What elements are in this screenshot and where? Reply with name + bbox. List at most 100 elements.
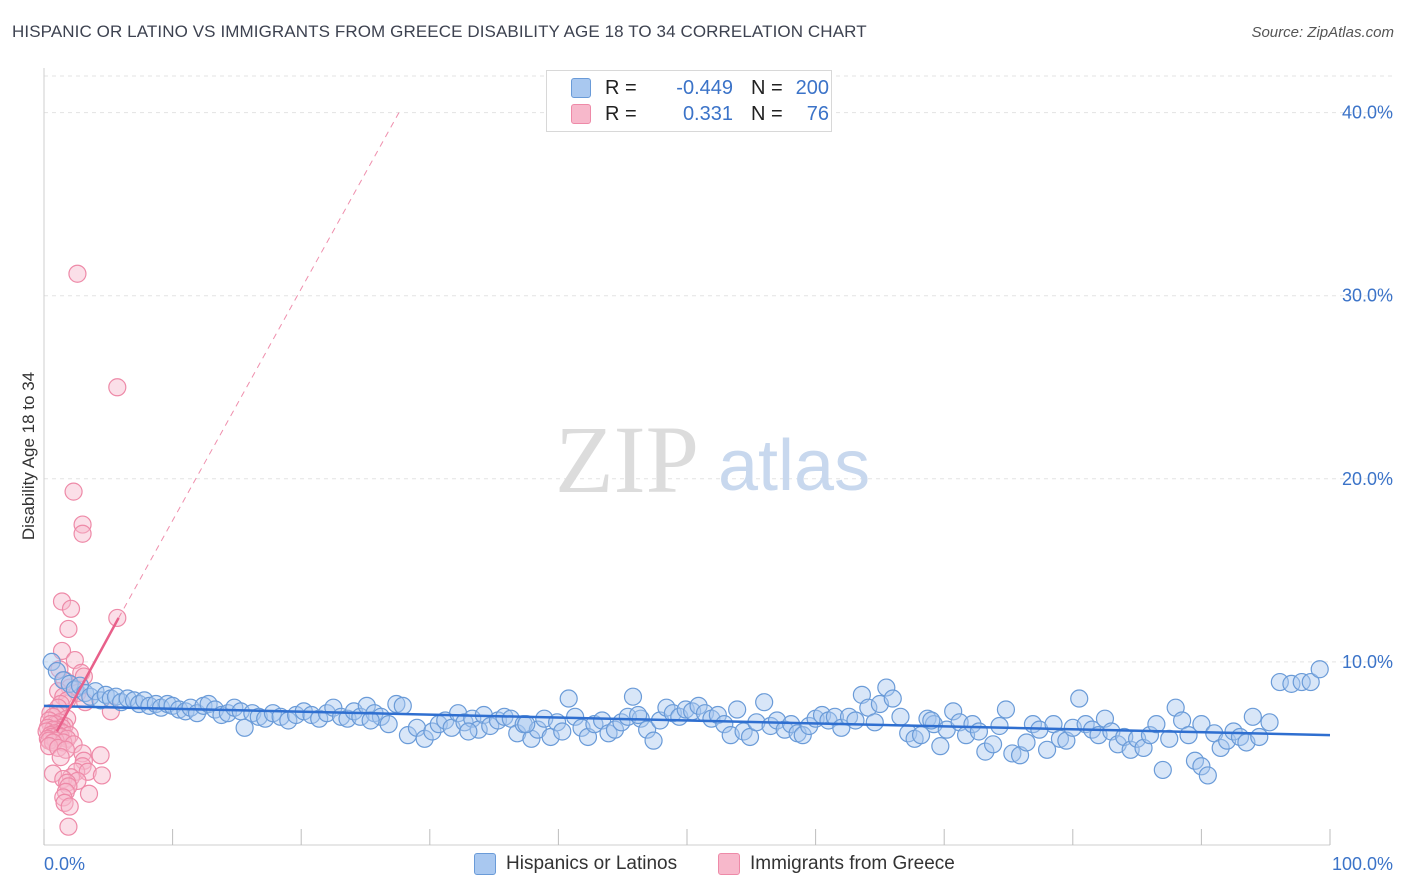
greece-trend-extension xyxy=(118,112,400,619)
hispanic-point xyxy=(393,696,412,715)
hispanic-point xyxy=(1270,672,1289,692)
watermark-atlas: atlas xyxy=(718,426,870,506)
hispanic-point xyxy=(877,678,896,697)
hispanic-point xyxy=(865,713,884,732)
hispanic-point xyxy=(140,696,159,715)
hispanic-point xyxy=(629,705,648,725)
hispanic-point xyxy=(931,737,950,756)
legend-n-label: N = xyxy=(751,77,783,99)
hispanic-point xyxy=(423,722,442,741)
chart-title: HISPANIC OR LATINO VS IMMIGRANTS FROM GR… xyxy=(12,22,867,41)
hispanic-point xyxy=(379,715,398,734)
hispanic-point xyxy=(983,735,1003,754)
greece-point xyxy=(59,817,78,836)
gridlines xyxy=(44,75,1392,663)
hispanic-point xyxy=(1198,766,1217,785)
correlation-legend: R = -0.449 N = 200 R = 0.331 N = 76 xyxy=(546,70,832,132)
axes xyxy=(43,68,1331,846)
bottom-legend-label: Hispanics or Latinos xyxy=(506,853,678,874)
hispanic-point xyxy=(715,715,734,734)
legend-swatch-blue xyxy=(571,78,591,98)
hispanic-point xyxy=(1250,727,1269,747)
watermark-zip: ZIP xyxy=(555,406,699,513)
hispanic-point xyxy=(996,700,1016,719)
greece-point xyxy=(64,482,83,501)
y-axis-title: Disability Age 18 to 34 xyxy=(19,372,38,540)
hispanic-point xyxy=(361,711,380,730)
hispanic-point xyxy=(883,689,902,708)
hispanic-point xyxy=(1211,738,1230,758)
hispanic-point xyxy=(559,689,578,708)
legend-r-value: -0.449 xyxy=(676,77,733,99)
hispanic-point xyxy=(459,722,478,741)
y-tick-label: 10.0% xyxy=(1342,652,1393,672)
hispanic-point xyxy=(1147,715,1166,734)
legend-r-label: R = xyxy=(605,103,637,125)
hispanic-point xyxy=(891,707,910,726)
bottom-legend-swatch-pink xyxy=(718,853,740,875)
hispanic-point xyxy=(605,720,625,739)
x-tick-label: 100.0% xyxy=(1332,854,1393,874)
hispanic-point xyxy=(767,711,787,730)
legend-r-label: R = xyxy=(605,77,637,99)
source-credit: Source: ZipAtlas.com xyxy=(1251,24,1394,41)
greece-point xyxy=(59,619,78,639)
hispanic-point xyxy=(1243,707,1262,726)
greece-point xyxy=(68,264,87,283)
hispanic-point xyxy=(81,687,100,706)
hispanic-point xyxy=(1192,757,1211,776)
hispanic-point xyxy=(1260,713,1279,732)
hispanic-point xyxy=(86,682,105,701)
hispanic-point xyxy=(235,718,254,737)
legend-n-label: N = xyxy=(751,103,783,125)
hispanic-point xyxy=(969,722,989,741)
trend-lines xyxy=(43,112,1331,737)
hispanic-point xyxy=(644,731,663,750)
greece-point xyxy=(73,515,92,534)
greece-point xyxy=(91,746,110,765)
legend-swatch-pink xyxy=(571,104,591,124)
series-immigrants-from-greece xyxy=(37,264,127,836)
hispanic-point xyxy=(106,687,126,706)
legend-n-value: 200 xyxy=(795,77,829,99)
bottom-legend-swatch-blue xyxy=(474,853,496,875)
hispanic-point xyxy=(825,707,844,726)
hispanic-point xyxy=(415,729,434,748)
watermark: ZIP atlas xyxy=(555,406,870,513)
greece-point xyxy=(92,766,111,785)
hispanic-point xyxy=(42,652,61,672)
y-tick-label: 40.0% xyxy=(1342,103,1393,123)
greece-point xyxy=(51,748,70,767)
hispanic-point xyxy=(755,693,774,712)
hispanic-point xyxy=(963,715,982,734)
hispanic-point xyxy=(1301,672,1320,692)
tick-labels: 10.0% 20.0% 30.0% 40.0% 0.0% 100.0% xyxy=(44,103,1393,874)
greece-point xyxy=(43,764,63,783)
greece-trend-line xyxy=(55,617,120,733)
legend-r-value: 0.331 xyxy=(682,103,733,125)
hispanic-point xyxy=(689,696,708,715)
hispanic-point xyxy=(976,742,995,761)
x-tick-label: 0.0% xyxy=(44,854,85,874)
hispanic-point xyxy=(990,716,1009,736)
series-hispanics-or-latinos xyxy=(42,652,1329,785)
greece-point xyxy=(50,660,69,679)
hispanic-point xyxy=(1153,760,1172,780)
y-tick-label: 30.0% xyxy=(1342,286,1393,306)
hispanic-point xyxy=(1017,733,1036,752)
greece-point xyxy=(78,762,97,781)
hispanics-trend-line xyxy=(43,704,1331,737)
hispanic-point xyxy=(448,704,468,723)
legend-n-value: 76 xyxy=(806,103,829,125)
bottom-legend-label: Immigrants from Greece xyxy=(750,853,955,874)
hispanic-point xyxy=(846,711,865,730)
greece-point xyxy=(73,744,92,763)
y-tick-label: 20.0% xyxy=(1342,469,1393,489)
hispanic-point xyxy=(1070,689,1089,708)
hispanic-point xyxy=(249,707,268,726)
hispanic-point xyxy=(793,726,812,745)
hispanic-point xyxy=(944,702,963,721)
greece-point xyxy=(79,784,99,803)
hispanic-point xyxy=(728,700,747,719)
